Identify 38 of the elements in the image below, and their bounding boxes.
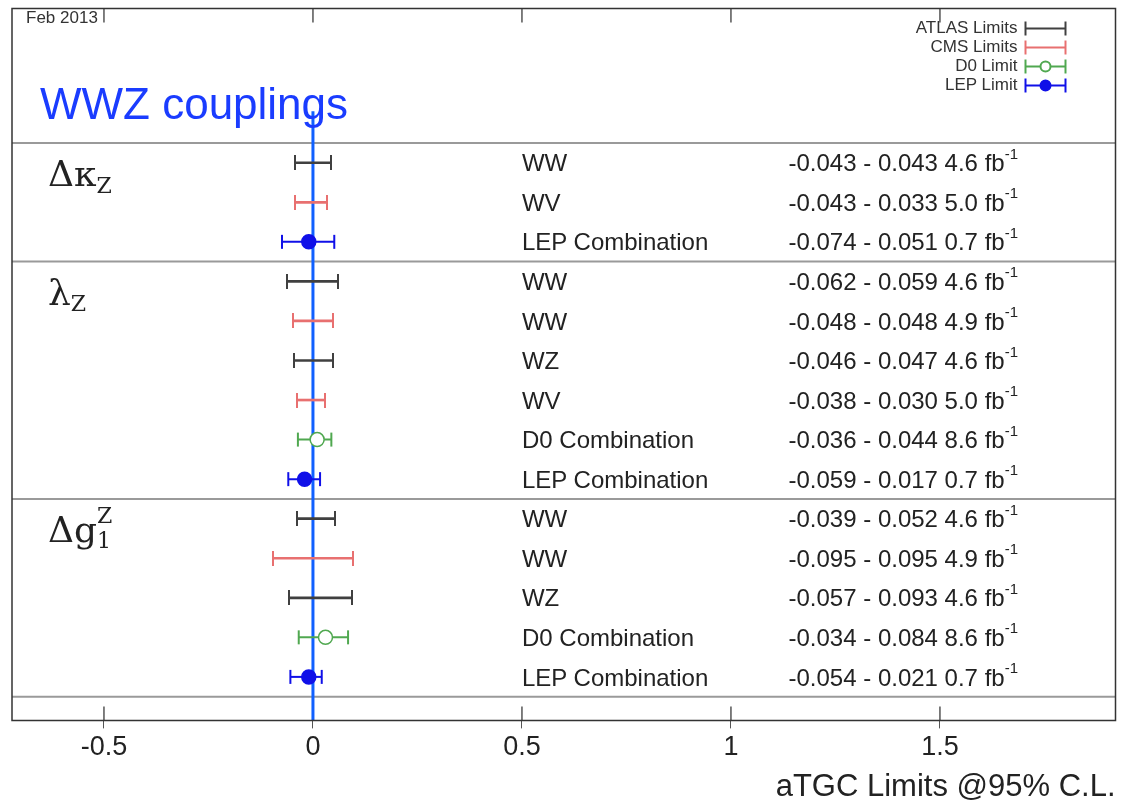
bar [294,161,332,165]
y-tick-label: WW [521,307,568,335]
point [317,629,334,646]
bar [293,359,333,362]
bar [286,280,338,283]
y-tick-label: WV [521,386,561,414]
y-tick-label: WW [521,544,568,572]
y-tick-label: WV [521,188,561,216]
y-tick-label: WW [521,505,568,533]
y-tick-label: WZ [521,347,560,375]
legend-label: ATLAS Limits [915,18,1018,38]
bar [294,200,328,204]
legend-label: CMS Limits [930,37,1018,57]
point [309,431,325,448]
x-tick-label: 1 [723,731,739,762]
bar [296,517,336,521]
y-tick-label: D0 Combination [521,623,695,651]
y-tick-label: LEP Combination [521,663,709,691]
y-tick-label: LEP Combination [521,465,709,493]
y-tick-label: WZ [521,584,560,612]
legend-label: LEP Limit [945,75,1018,95]
x-tick-label: 0 [305,731,321,762]
y-tick-label: LEP Combination [521,228,709,256]
y-tick-label: D0 Combination [521,426,695,454]
text: Feb 2013 [26,7,98,27]
point [301,669,317,685]
point [301,234,317,250]
x-tick-label: -0.5 [80,731,128,762]
legend-label: D0 Limit [955,56,1018,76]
point [296,471,313,487]
x-tick-label: 1.5 [921,731,959,762]
chart-title: WWZ couplings [40,79,349,129]
x-tick-label: 0.5 [503,731,541,762]
bar [288,596,353,600]
x-axis-title: aTGC Limits @95% C.L. [775,767,1116,803]
y-tick-label: WW [521,268,568,296]
bar [272,556,353,560]
y-tick-label: WW [521,149,568,177]
